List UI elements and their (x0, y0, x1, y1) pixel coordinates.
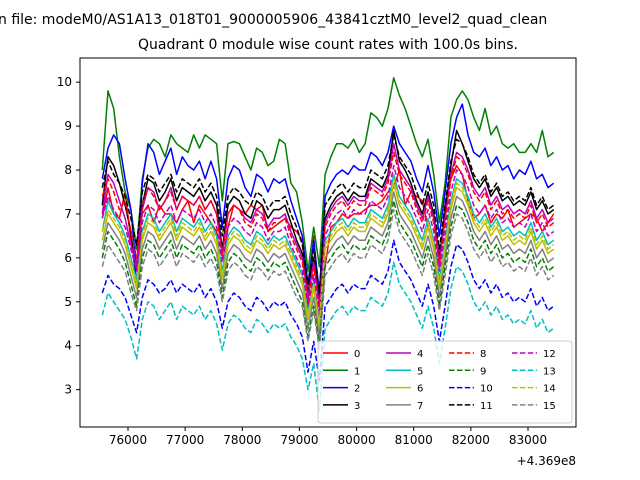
x-offset-label: +4.369e8 (517, 454, 576, 468)
series-line-12 (101, 164, 555, 316)
series-line-8 (101, 151, 555, 312)
legend-label: 11 (480, 401, 493, 412)
y-tick-label: 9 (64, 119, 72, 133)
x-tick-label: 83000 (509, 433, 547, 447)
legend-label: 7 (417, 401, 423, 412)
series-line-5 (101, 173, 555, 321)
legend-label: 14 (543, 384, 556, 395)
y-axis: 3 4 5 6 7 8 9 10 (57, 75, 80, 397)
legend-label: 8 (480, 349, 486, 360)
series-line-9 (101, 200, 555, 347)
plot-frame (79, 57, 577, 428)
series-line-11 (101, 134, 555, 294)
y-tick-label: 10 (57, 75, 72, 89)
series-line-4 (101, 142, 555, 307)
series-line-14 (101, 178, 555, 325)
series-line-3 (101, 129, 555, 303)
series-line-6 (101, 182, 555, 329)
x-axis: 76000 77000 78000 79000 80000 81000 82000 83000 (109, 427, 547, 447)
legend-label: 6 (417, 384, 423, 395)
legend-frame (317, 340, 573, 424)
x-tick-label: 76000 (109, 433, 147, 447)
y-tick-label: 6 (64, 251, 72, 265)
series-line-13 (101, 261, 555, 413)
y-tick-label: 3 (64, 383, 72, 397)
series-line-2 (101, 103, 555, 294)
series-line-1 (101, 77, 555, 272)
series-line-15 (101, 208, 555, 351)
series-line-10 (101, 239, 555, 382)
legend-label: 2 (354, 384, 360, 395)
series-layer (101, 77, 555, 413)
x-tick-label: 77000 (166, 433, 204, 447)
x-tick-label: 80000 (337, 433, 375, 447)
x-tick-label: 81000 (395, 433, 433, 447)
legend-label: 9 (480, 366, 486, 377)
y-tick-label: 8 (64, 163, 72, 177)
x-tick-label: 82000 (452, 433, 490, 447)
legend-label: 12 (543, 349, 556, 360)
x-tick-label: 79000 (280, 433, 318, 447)
figure-suptitle: n file: modeM0/AS1A13_018T01_9000005906_… (0, 12, 547, 28)
legend-label: 3 (354, 401, 360, 412)
legend-label: 10 (480, 384, 493, 395)
legend-label: 15 (543, 401, 556, 412)
legend-label: 1 (354, 366, 360, 377)
chart-title: Quadrant 0 module wise count rates with … (138, 37, 518, 53)
legend-label: 5 (417, 366, 423, 377)
legend-label: 4 (417, 349, 423, 360)
y-tick-label: 4 (64, 339, 72, 353)
legend-label: 0 (354, 349, 360, 360)
series-line-7 (101, 191, 555, 338)
y-tick-label: 5 (64, 295, 72, 309)
x-tick-label: 78000 (223, 433, 261, 447)
y-tick-label: 7 (64, 207, 72, 221)
legend-label: 13 (543, 366, 556, 377)
